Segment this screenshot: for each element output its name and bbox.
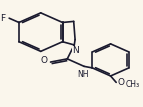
Text: CH₃: CH₃	[125, 80, 139, 89]
Text: F: F	[1, 14, 6, 23]
Text: O: O	[40, 56, 47, 65]
Text: N: N	[72, 46, 79, 55]
Text: O: O	[118, 78, 125, 87]
Text: NH: NH	[77, 70, 88, 79]
